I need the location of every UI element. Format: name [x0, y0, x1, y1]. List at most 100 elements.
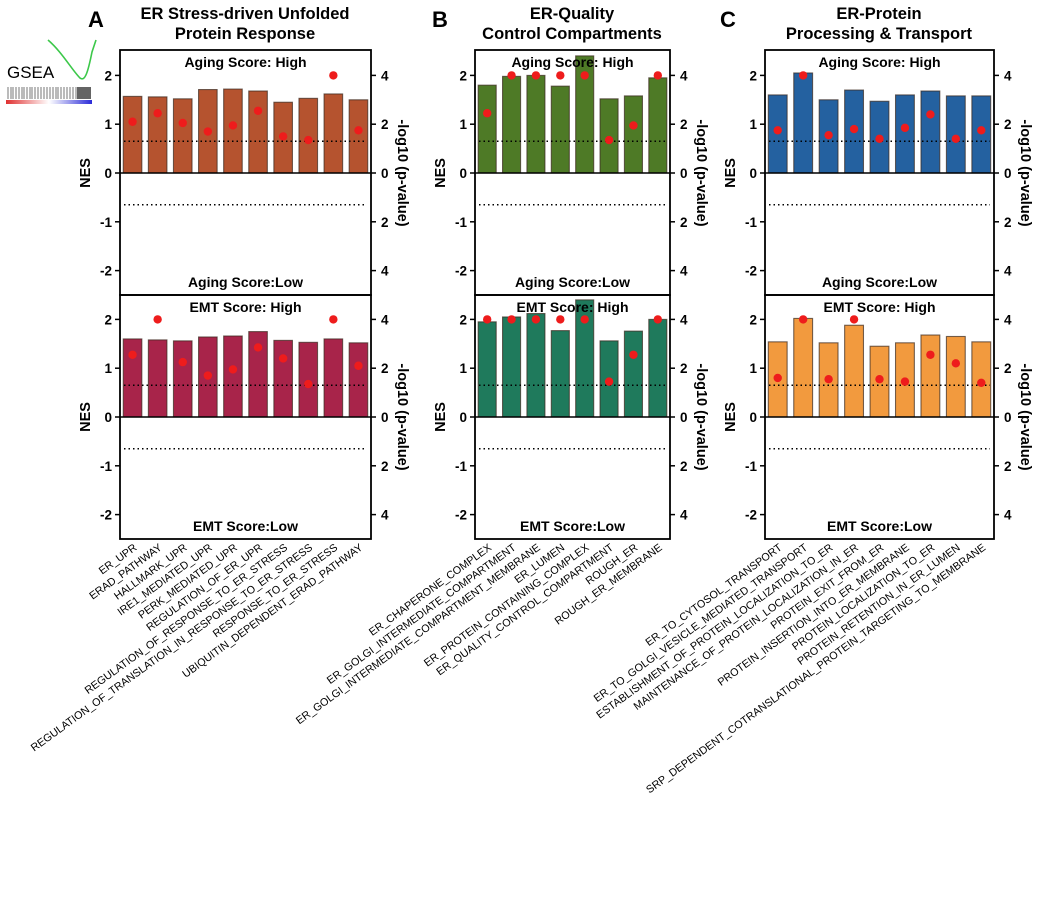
nes-bar [894, 94, 915, 174]
pvalue-dot [900, 377, 910, 386]
panel-title: Processing & Transport [786, 25, 973, 43]
nes-tick-label: 1 [104, 117, 112, 132]
pvalue-dot [178, 118, 187, 128]
pvalue-dot [556, 71, 565, 80]
nes-tick-label: 2 [749, 68, 757, 83]
nes-bar [477, 321, 497, 418]
nes-bar [147, 339, 168, 418]
nes-axis-title: NES [433, 402, 449, 432]
nes-bar [223, 335, 243, 418]
pvalue-axis-title: -log10 (p-value) [394, 363, 410, 470]
pvalue-tick-label: 0 [1004, 166, 1012, 181]
pvalue-dot [556, 315, 565, 324]
pvalue-axis-title: -log10 (p-value) [1017, 363, 1033, 470]
nes-bar [793, 317, 814, 418]
nes-bar [122, 95, 143, 174]
pvalue-tick-label: 4 [680, 68, 688, 83]
pvalue-tick-label: 0 [381, 410, 389, 425]
pvalue-dot [900, 123, 910, 133]
pvalue-tick-label: 2 [680, 459, 688, 474]
nes-tick-label: 2 [459, 312, 467, 327]
nes-axis-title: NES [78, 402, 94, 432]
pvalue-tick-label: 2 [680, 215, 688, 230]
pvalue-tick-label: 4 [680, 264, 688, 279]
pvalue-tick-label: 4 [680, 312, 688, 327]
pvalue-dot [977, 378, 986, 388]
nes-bar [623, 330, 644, 418]
pvalue-dot [875, 374, 884, 384]
nes-bar [501, 316, 522, 418]
gsea-barcode [7, 87, 91, 99]
nes-bar [648, 77, 668, 174]
nes-bar [323, 93, 344, 174]
pvalue-axis-title: -log10 (p-value) [693, 119, 709, 226]
pvalue-dot [875, 134, 884, 144]
panel-letter: A [88, 7, 104, 32]
nes-tick-label: -2 [100, 508, 112, 523]
high-score-label: EMT Score: High [516, 299, 628, 315]
nes-tick-label: 0 [104, 166, 112, 181]
nes-tick-label: -1 [100, 459, 112, 474]
pvalue-dot [653, 315, 663, 324]
pvalue-dot [926, 350, 935, 359]
pvalue-dot [653, 71, 663, 80]
pvalue-dot [580, 315, 589, 324]
nes-tick-label: 0 [459, 410, 467, 425]
pvalue-dot [824, 130, 833, 140]
pvalue-tick-label: 4 [381, 312, 389, 327]
pvalue-dot [604, 135, 614, 145]
nes-tick-label: 1 [749, 117, 757, 132]
subplot-emt: EMT Score: High EMT Score:Low 2 1 0 -1 -2 4 2 0 2 4… [723, 294, 1033, 540]
pvalue-dot [203, 127, 213, 136]
nes-bar [945, 95, 966, 174]
nes-tick-label: 0 [749, 166, 757, 181]
subplot-aging: Aging Score: High Aging Score:Low 2 1 0 -1 -2 4… [433, 49, 709, 296]
nes-tick-label: -1 [745, 215, 757, 230]
low-score-label: Aging Score:Low [822, 274, 937, 290]
pvalue-tick-label: 4 [680, 508, 688, 523]
nes-tick-label: 2 [749, 312, 757, 327]
pvalue-dot [304, 135, 313, 145]
nes-bar [526, 312, 546, 418]
nes-tick-label: -2 [745, 508, 757, 523]
nes-tick-label: 1 [104, 361, 112, 376]
nes-bar [477, 84, 497, 174]
panel-title: ER-Quality [530, 5, 615, 23]
pvalue-tick-label: 2 [381, 117, 389, 132]
nes-tick-label: -2 [100, 264, 112, 279]
pvalue-tick-label: 0 [680, 166, 688, 181]
pvalue-tick-label: 2 [381, 215, 389, 230]
nes-tick-label: -2 [745, 264, 757, 279]
pvalue-dot [203, 371, 213, 380]
panel-letter: B [432, 7, 448, 32]
pvalue-dot [278, 354, 288, 363]
nes-tick-label: 0 [749, 410, 757, 425]
low-score-label: EMT Score:Low [193, 518, 298, 534]
nes-tick-label: -2 [455, 264, 467, 279]
nes-bar [920, 90, 941, 174]
nes-tick-label: -1 [455, 215, 467, 230]
subplot-emt: EMT Score: High EMT Score:Low 2 1 0 -1 -2 4 2 0 2 4… [433, 294, 709, 540]
pvalue-tick-label: 2 [1004, 459, 1012, 474]
high-score-label: Aging Score: High [818, 54, 940, 70]
pvalue-dot [228, 365, 238, 374]
pvalue-dot [580, 71, 589, 80]
nes-bar [550, 85, 570, 174]
pvalue-dot [849, 315, 859, 324]
nes-bar [945, 335, 966, 418]
low-score-label: Aging Score:Low [515, 274, 630, 290]
nes-axis-title: NES [78, 158, 94, 188]
nes-bar [223, 88, 243, 174]
pvalue-tick-label: 4 [381, 68, 389, 83]
pvalue-tick-label: 4 [1004, 312, 1012, 327]
low-score-label: EMT Score:Low [520, 518, 625, 534]
nes-bar [348, 99, 369, 174]
nes-bar [248, 90, 268, 174]
pvalue-tick-label: 2 [1004, 117, 1012, 132]
pvalue-dot [629, 121, 638, 130]
pvalue-axis-title: -log10 (p-value) [1017, 119, 1033, 226]
pvalue-dot [304, 379, 313, 389]
pvalue-dot [482, 315, 492, 324]
pvalue-dot [951, 134, 961, 144]
nes-bar [323, 338, 344, 418]
